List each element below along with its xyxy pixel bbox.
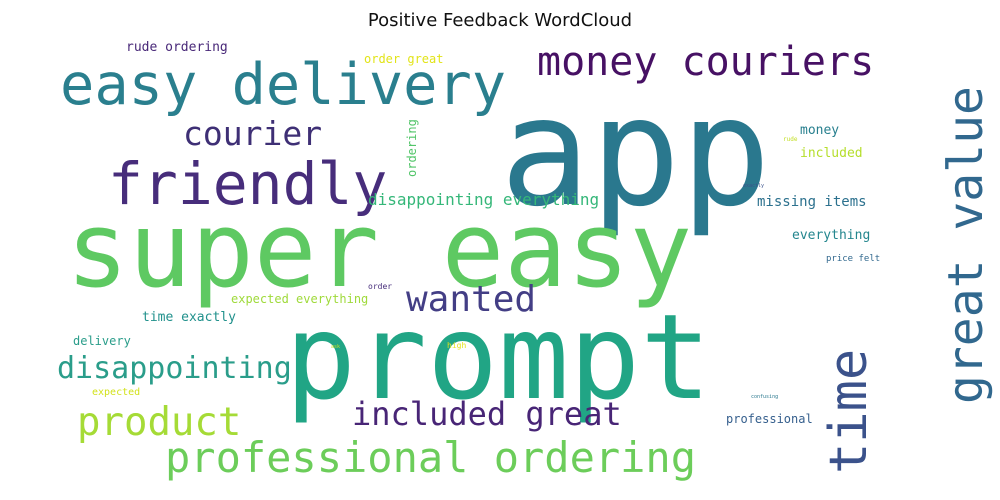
word-everything: everything — [792, 228, 871, 243]
word-rude-ordering: rude ordering — [126, 40, 228, 55]
word-professional-ordering: professional ordering — [165, 433, 697, 482]
word-included: included — [800, 146, 863, 161]
word-ask: ask — [331, 344, 341, 350]
word-order-great: order great — [364, 52, 444, 66]
word-disappointing-everything: disappointing everything — [368, 190, 600, 209]
word-delivery: delivery — [73, 334, 131, 348]
word-wanted: wanted — [406, 279, 537, 320]
word-disappointing: disappointing — [57, 351, 292, 386]
word-easy-delivery: easy delivery — [60, 52, 507, 118]
word-money: money — [800, 123, 840, 138]
word-confusing: confusing — [751, 394, 779, 400]
word-rude: rude — [783, 136, 798, 143]
word-expected: expected — [92, 387, 141, 398]
word-courier: courier — [183, 114, 323, 153]
word-professional: professional — [726, 412, 813, 426]
word-great-value: great value — [938, 86, 994, 404]
word-price-felt: price felt — [826, 254, 881, 264]
word-money-couriers: money couriers — [537, 39, 875, 85]
figure-title: Positive Feedback WordCloud — [367, 10, 633, 31]
word-friendly: friendly — [108, 150, 388, 218]
word-high: high — [447, 341, 467, 350]
word-app: app — [500, 66, 771, 240]
word-missing-items: missing items — [757, 194, 867, 210]
word-product: product — [77, 400, 242, 445]
word-super-easy: super easy — [66, 189, 693, 311]
word-time: time — [819, 348, 879, 474]
word-exactly: exactly — [743, 183, 765, 189]
word-time-exactly: time exactly — [142, 310, 236, 325]
word-included-great: included great — [352, 395, 622, 433]
word-expected-everything: expected everything — [231, 292, 369, 306]
word-prompt: prompt — [285, 288, 712, 426]
word-ordering: ordering — [405, 119, 419, 177]
word-order: order — [368, 282, 393, 291]
